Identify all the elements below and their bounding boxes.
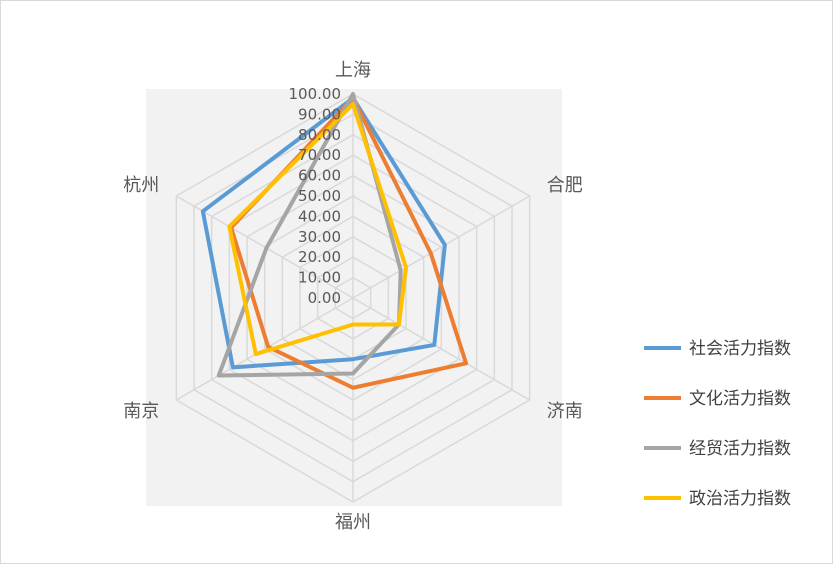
tick-label: 10.00	[298, 269, 341, 287]
tick-label: 80.00	[298, 126, 341, 144]
tick-label: 30.00	[298, 228, 341, 246]
tick-label: 60.00	[298, 167, 341, 185]
series-line-0	[200, 96, 447, 370]
radial-tick-labels: 0.00 10.00 20.00 30.00 40.00 50.00 60.00 70.00 8…	[289, 85, 342, 307]
tick-label: 90.00	[298, 105, 341, 123]
spoke-2	[352, 297, 531, 401]
tick-label: 50.00	[298, 187, 341, 205]
tick-label: 100.00	[289, 85, 342, 103]
spoke-4	[175, 297, 354, 401]
legend-label: 文化活力指数	[689, 389, 791, 409]
category-label: 济南	[547, 401, 583, 422]
spoke-5	[175, 195, 354, 299]
legend-label: 经贸活力指数	[689, 439, 791, 459]
tick-label: 70.00	[298, 146, 341, 164]
category-label: 南京	[123, 401, 159, 422]
category-label: 福州	[335, 512, 371, 533]
legend-label: 社会活力指数	[689, 339, 791, 359]
radar-series	[200, 92, 469, 390]
tick-label: 40.00	[298, 207, 341, 225]
legend-label: 政治活力指数	[689, 489, 791, 509]
category-label: 上海	[335, 60, 371, 81]
category-label: 合肥	[547, 175, 583, 196]
tick-label: 20.00	[298, 248, 341, 266]
category-label: 杭州	[123, 175, 159, 196]
tick-label: 0.00	[308, 289, 341, 307]
series-line-2	[216, 92, 403, 378]
series-line-3	[227, 102, 409, 357]
spoke-1	[352, 195, 531, 299]
